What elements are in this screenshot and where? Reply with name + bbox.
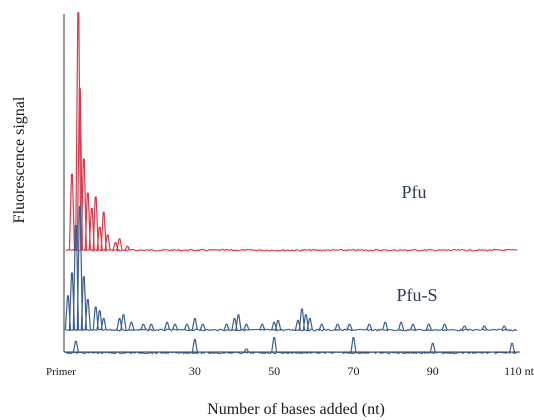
series-1-peak-7 xyxy=(96,310,103,331)
x-tick-label-2: 50 xyxy=(268,364,280,378)
series-0-peak-12 xyxy=(124,245,131,251)
series-1-peak-41 xyxy=(501,325,508,331)
series-0-peak-8 xyxy=(100,211,107,251)
series-1 xyxy=(64,205,518,332)
series-1-peak-23 xyxy=(259,323,266,331)
series-0-baseline xyxy=(65,248,518,252)
series-label-1: Pfu-S xyxy=(396,285,437,305)
x-tick-label-1: 30 xyxy=(189,364,201,378)
x-tick-label-4: 90 xyxy=(427,364,439,378)
series-1-peak-39 xyxy=(461,325,468,331)
series-1-peak-19 xyxy=(223,323,230,331)
series-0-peak-5 xyxy=(88,207,95,251)
series-2-peak-6 xyxy=(508,342,516,353)
series-1-peak-17 xyxy=(191,318,198,331)
x-tick-labels: Primer 30 50 70 90 110 nt xyxy=(46,364,534,378)
series-1-peak-5 xyxy=(84,299,91,331)
series-1-peak-21 xyxy=(235,314,242,331)
series-labels: Pfu Pfu-S xyxy=(396,182,437,305)
series-2-peak-4 xyxy=(350,337,357,353)
series-2-peak-5 xyxy=(429,342,436,353)
series-2-peak-1 xyxy=(191,338,198,353)
series-1-peak-13 xyxy=(148,323,155,331)
x-tick-label-5: 110 nt xyxy=(504,364,534,378)
series-1-peak-36 xyxy=(409,323,417,331)
series-1-peak-11 xyxy=(128,321,135,331)
series-1-peak-6 xyxy=(92,306,99,331)
series-1-peak-38 xyxy=(441,323,448,331)
series-0-peak-11 xyxy=(116,238,123,251)
series-1-peak-29 xyxy=(306,318,313,331)
series-2-baseline xyxy=(65,351,518,355)
series-1-peak-37 xyxy=(425,323,432,331)
series-1-peak-27 xyxy=(298,308,306,331)
series-1-peak-18 xyxy=(199,323,206,331)
series-1-peak-12 xyxy=(140,323,147,331)
series-2-peak-3 xyxy=(271,337,278,353)
series-0 xyxy=(65,12,518,252)
series-1-peak-28 xyxy=(302,314,309,331)
series-1-peak-3 xyxy=(76,205,83,331)
series-1-peak-33 xyxy=(366,323,373,331)
y-axis-label: Fluorescence signal xyxy=(11,96,28,223)
series-1-peak-2 xyxy=(72,224,80,331)
series-1-peak-30 xyxy=(318,323,325,331)
series-layer xyxy=(64,12,518,355)
series-1-peak-4 xyxy=(80,276,87,331)
series-1-peak-34 xyxy=(382,321,389,331)
series-1-peak-14 xyxy=(163,321,171,331)
series-label-0: Pfu xyxy=(401,182,426,202)
series-1-peak-32 xyxy=(346,323,353,331)
series-1-peak-24 xyxy=(271,321,278,331)
series-1-peak-22 xyxy=(243,323,250,331)
series-1-peak-20 xyxy=(231,318,238,331)
x-tick-label-3: 70 xyxy=(347,364,359,378)
series-1-peak-40 xyxy=(481,325,488,331)
series-1-peak-25 xyxy=(275,319,282,331)
series-1-peak-9 xyxy=(116,318,123,331)
series-0-peak-10 xyxy=(112,242,119,251)
series-0-peak-0 xyxy=(68,173,76,251)
series-0-peak-1 xyxy=(75,12,82,251)
x-axis-label: Number of bases added (nt) xyxy=(207,401,385,418)
series-2 xyxy=(65,337,518,355)
x-tick-label-0: Primer xyxy=(46,366,76,378)
axes xyxy=(63,14,520,353)
series-1-peak-31 xyxy=(334,323,341,331)
series-1-peak-15 xyxy=(171,323,179,331)
series-0-peak-3 xyxy=(80,158,87,251)
series-2-peak-2 xyxy=(243,348,250,354)
series-0-peak-6 xyxy=(92,196,99,251)
series-1-peak-35 xyxy=(397,321,405,331)
series-1-peak-10 xyxy=(120,314,127,331)
series-2-peak-0 xyxy=(72,340,80,353)
series-1-peak-16 xyxy=(183,323,191,331)
series-1-peak-8 xyxy=(100,318,107,331)
series-0-peak-9 xyxy=(104,234,111,251)
series-0-peak-2 xyxy=(76,88,83,251)
series-0-peak-4 xyxy=(84,192,91,251)
